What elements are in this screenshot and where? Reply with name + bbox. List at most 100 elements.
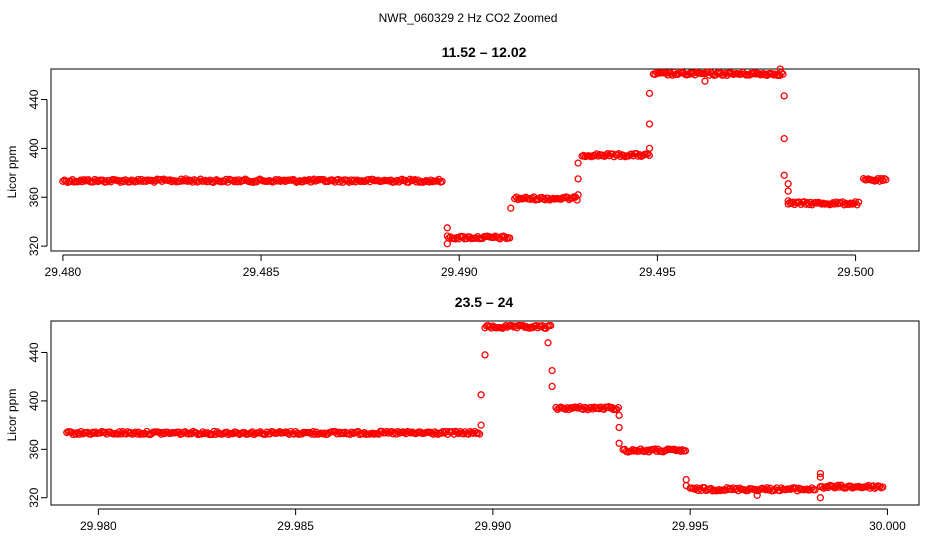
data-point-outlier [544, 339, 552, 347]
figure-title: NWR_060329 2 Hz CO2 Zoomed [379, 11, 558, 25]
data-point-outlier [477, 421, 485, 429]
data-point-outlier [780, 171, 788, 179]
data-point [614, 403, 623, 412]
x-tick-label: 29.980 [80, 519, 117, 533]
data-point-outlier [784, 180, 792, 188]
data-point-outlier [784, 197, 792, 205]
data-point-outlier [574, 175, 582, 183]
data-point [806, 486, 814, 494]
data-point [595, 405, 603, 413]
data-point [879, 483, 887, 491]
data-point [840, 201, 848, 209]
data-point [433, 177, 441, 185]
y-tick-label: 360 [27, 187, 41, 207]
x-tick-label: 29.480 [45, 265, 82, 279]
data-point [199, 428, 207, 436]
data-point [80, 176, 88, 184]
y-tick-label: 360 [27, 439, 41, 459]
data-point [501, 233, 509, 241]
y-tick-label: 400 [27, 391, 41, 411]
data-point [579, 405, 587, 414]
data-point [651, 70, 659, 79]
y-tick-label: 320 [27, 487, 41, 507]
data-point-outlier [477, 391, 485, 399]
data-point-outlier [780, 92, 788, 100]
panel-top-ylabel: Licor ppm [5, 146, 19, 199]
panel-top-points [59, 65, 890, 248]
data-point [166, 176, 174, 184]
data-point-outlier [753, 491, 761, 499]
panel-bottom-points [63, 321, 887, 502]
x-tick-label: 30.000 [869, 519, 906, 533]
data-point-outlier [784, 187, 792, 195]
x-tick-label: 29.995 [672, 519, 709, 533]
data-point [768, 70, 776, 78]
data-point [224, 430, 233, 439]
data-point-outlier [443, 224, 451, 232]
data-point [634, 152, 642, 160]
data-point [453, 428, 461, 437]
data-point [678, 446, 686, 454]
data-point [369, 175, 377, 184]
data-point [854, 198, 863, 206]
data-point [771, 486, 779, 494]
data-point [670, 445, 678, 453]
x-tick-label: 29.495 [639, 265, 676, 279]
data-point-outlier [780, 134, 788, 143]
data-point-outlier [701, 77, 709, 85]
data-point [882, 176, 890, 184]
data-point-outlier [776, 65, 784, 73]
x-tick-label: 29.485 [243, 265, 280, 279]
x-tick-label: 29.985 [277, 519, 314, 533]
data-point [720, 71, 728, 79]
data-point [628, 150, 636, 158]
data-point [299, 178, 307, 186]
data-point [459, 430, 468, 438]
data-point-outlier [816, 473, 825, 481]
panel-bottom-plot-box [50, 320, 920, 506]
panel-top-title: 11.52 – 12.02 [442, 44, 527, 60]
data-point [546, 321, 555, 330]
panel-bottom-ylabel: Licor ppm [5, 389, 19, 442]
panel-bottom-title: 23.5 – 24 [455, 294, 514, 310]
data-point-outlier [615, 439, 623, 447]
data-point-outlier [548, 382, 556, 391]
data-point [880, 174, 888, 183]
x-tick-label: 29.990 [475, 519, 512, 533]
data-point [350, 176, 358, 184]
data-point [845, 200, 853, 209]
data-point [506, 234, 514, 242]
data-point [62, 177, 70, 185]
data-point [127, 429, 135, 437]
data-point-outlier [682, 475, 690, 484]
data-point [383, 427, 391, 436]
data-point [677, 447, 685, 455]
data-point [708, 70, 717, 78]
data-point-outlier [481, 351, 489, 359]
data-point [777, 69, 786, 77]
y-tick-label: 400 [27, 138, 41, 158]
data-point [629, 446, 637, 454]
data-point-outlier [548, 366, 556, 375]
data-point-outlier [507, 204, 515, 212]
data-point [834, 481, 842, 489]
data-point [514, 195, 522, 204]
panel-bottom: 23.5 – 24 Licor ppm 29.980 29.985 29.990 29… [5, 294, 920, 533]
data-point [455, 429, 463, 438]
data-point [573, 196, 581, 204]
data-point [875, 482, 884, 491]
y-tick-label: 320 [27, 236, 41, 256]
data-point [406, 175, 414, 183]
data-point [750, 69, 758, 77]
y-tick-label: 440 [27, 89, 41, 109]
data-point [877, 174, 885, 183]
data-point-outlier [645, 144, 654, 153]
data-point [681, 447, 690, 455]
panel-top-y-axis: 320 360 400 440 [27, 89, 48, 256]
data-point [474, 429, 482, 437]
data-point [613, 405, 621, 414]
data-point [662, 69, 670, 77]
panel-bottom-x-axis: 29.980 29.985 29.990 29.995 30.000 [80, 508, 906, 533]
data-point-outlier [182, 175, 190, 183]
data-point-outlier [816, 469, 825, 478]
